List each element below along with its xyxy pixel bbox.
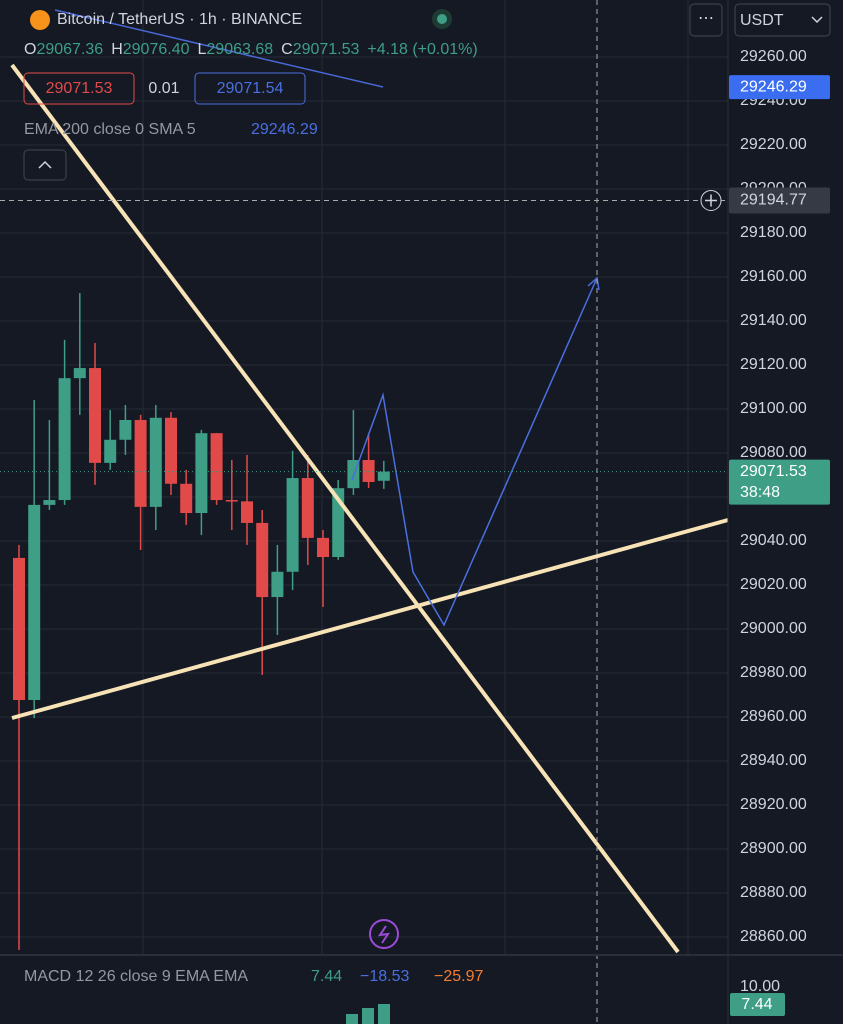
collapse-button[interactable]	[23, 149, 67, 181]
ohlc: O29067.36 H29076.40 L29063.68 C29071.53 +4.1…	[24, 41, 478, 58]
candle-body	[286, 478, 299, 572]
y-tick-label: 28880.00	[740, 884, 807, 901]
crosshair-box	[729, 187, 830, 214]
arrow-head	[587, 276, 600, 291]
ohlc-key: L	[197, 41, 206, 58]
sell-price[interactable]: 29071.53	[46, 80, 113, 97]
candle-body	[195, 433, 208, 514]
candle-body	[241, 501, 253, 523]
ema-label: 29246.29	[740, 78, 807, 95]
y-tick-label: 28960.00	[740, 708, 807, 725]
change: +4.18 (+0.01%)	[367, 41, 477, 58]
candle-body	[256, 522, 269, 598]
y-tick-label: 29120.00	[740, 356, 807, 373]
currency[interactable]: USDT	[740, 12, 784, 29]
y-tick-label: 29000.00	[740, 620, 807, 637]
y-tick-label: 28860.00	[740, 928, 807, 945]
candle-body	[13, 557, 25, 701]
candle-body	[362, 460, 375, 483]
candle-body	[73, 368, 86, 379]
y-tick-label: 29020.00	[740, 576, 807, 593]
indicator: EMA 200 close 0 SMA 5	[24, 121, 196, 138]
menu-dots[interactable]: ⋯	[698, 10, 714, 27]
y-tick-label: 28920.00	[740, 796, 807, 813]
macd-bar	[378, 1004, 390, 1024]
candle-body	[119, 419, 132, 440]
candle-body	[210, 433, 223, 501]
currency-select[interactable]	[734, 3, 831, 37]
macd-last: 7.44	[741, 996, 772, 1013]
candle-body	[58, 378, 71, 501]
buy-button[interactable]	[194, 72, 306, 105]
candle-body	[271, 571, 284, 598]
candle-body	[43, 500, 56, 505]
crosshair-label: 29194.77	[740, 192, 807, 209]
signal-value: −18.53	[360, 968, 409, 985]
coin-icon	[30, 10, 50, 30]
candle-body	[104, 439, 117, 463]
countdown: 38:48	[740, 484, 780, 501]
candle-body	[301, 478, 314, 538]
menu-button[interactable]	[689, 3, 723, 37]
ohlc-value: 29063.68	[206, 41, 273, 58]
candle-body	[149, 417, 162, 507]
y-tick-label: 29260.00	[740, 48, 807, 65]
macd-bar	[362, 1008, 374, 1024]
macd-bar	[346, 1014, 358, 1024]
symbol: Bitcoin / TetherUS · 1h · BINANCE	[57, 11, 302, 28]
candle-body	[28, 504, 41, 701]
add-plus	[705, 194, 717, 207]
ohlc-value: 29071.53	[293, 41, 360, 58]
y-tick-label: 29140.00	[740, 312, 807, 329]
y-tick-label: 29100.00	[740, 400, 807, 417]
macd-label: MACD 12 26 close 9 EMA EMA	[24, 968, 248, 985]
macd-last-box	[730, 993, 785, 1016]
ohlc-value: 29076.40	[123, 41, 190, 58]
collapse-icon	[38, 160, 52, 169]
candle-body	[89, 368, 101, 463]
hist-value: −25.97	[434, 968, 483, 985]
y-tick-label: 29160.00	[740, 268, 807, 285]
ohlc-key: C	[281, 41, 293, 58]
alert-icon[interactable]	[369, 919, 399, 949]
y-tick-label: 29220.00	[740, 136, 807, 153]
buy-price[interactable]: 29071.54	[217, 80, 284, 97]
ohlc-key: H	[111, 41, 123, 58]
y-tick-label: 29080.00	[740, 444, 807, 461]
candle-body	[180, 483, 193, 514]
y-tick-label: 28980.00	[740, 664, 807, 681]
last-price-box	[729, 459, 830, 505]
indicator-value: 29246.29	[251, 121, 318, 138]
y-tick-label: 28900.00	[740, 840, 807, 857]
ohlc-value: 29067.36	[36, 41, 103, 58]
y-tick-label: 29040.00	[740, 532, 807, 549]
candle-body	[317, 537, 329, 558]
candle-body	[165, 417, 177, 484]
status-dot	[437, 14, 447, 24]
y-tick-label: 29180.00	[740, 224, 807, 241]
ema-line	[54, 9, 384, 88]
candle-body	[377, 471, 390, 481]
ohlc-key: O	[24, 41, 36, 58]
sell-button[interactable]	[23, 72, 135, 105]
spread: 0.01	[148, 80, 179, 97]
trend-line	[10, 63, 680, 954]
trend-line	[11, 518, 729, 720]
candle-body	[134, 419, 147, 507]
macd-tick: 10.00	[740, 978, 780, 995]
bolt	[377, 925, 391, 944]
chevron	[811, 16, 823, 24]
candle-body	[225, 500, 238, 502]
ema-box	[729, 75, 830, 100]
projection	[351, 277, 598, 627]
macd-value: 7.44	[311, 968, 342, 985]
y-tick-label: 28940.00	[740, 752, 807, 769]
last-price: 29071.53	[740, 463, 807, 480]
